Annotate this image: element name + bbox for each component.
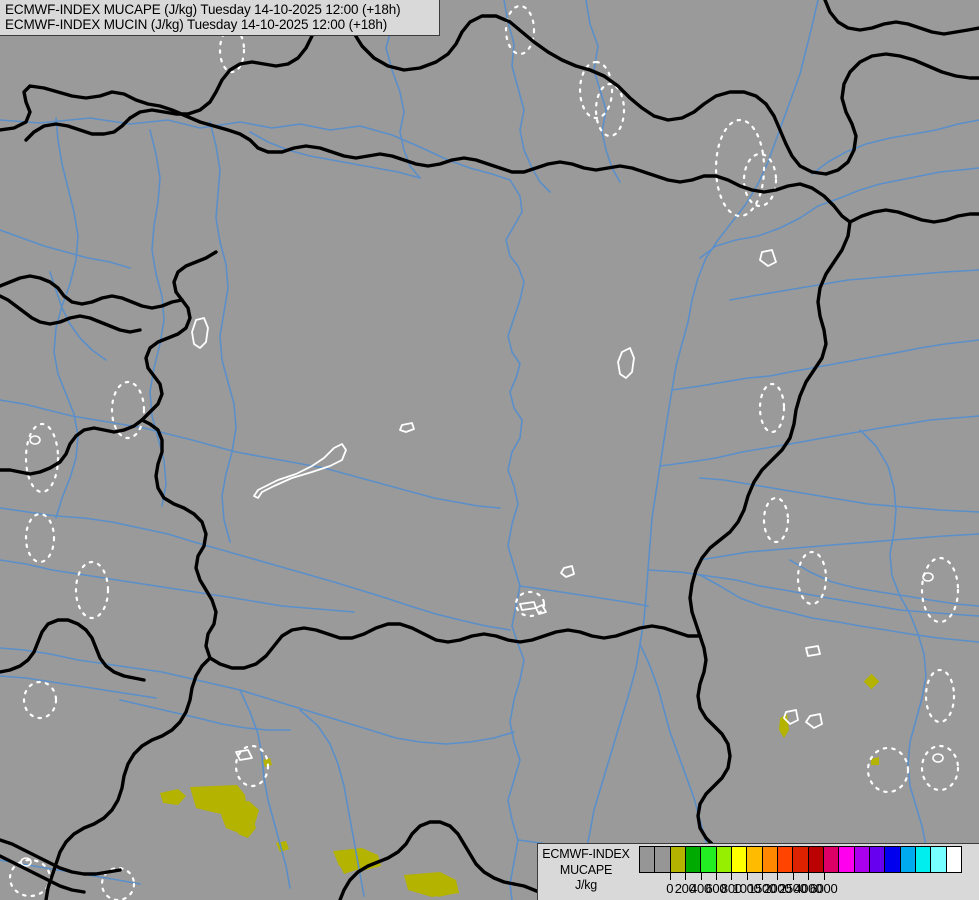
colorbar-tick-label-600: 600 bbox=[705, 881, 727, 896]
colorbar-swatch-9[interactable] bbox=[777, 847, 794, 872]
colorbar-area: 0 200 400 600 800 1000 1500 2000 2500 4000 6000 bbox=[634, 844, 979, 897]
colorbar-tick-label-2500: 2500 bbox=[778, 881, 807, 896]
colorbar-tick-1000 bbox=[746, 873, 748, 880]
colorbar-tick-labels: 0 200 400 600 800 1000 1500 2000 2500 4000 6000 bbox=[639, 881, 979, 897]
colorbar-swatch-4[interactable] bbox=[701, 847, 717, 872]
colorbar-tick-600 bbox=[715, 873, 717, 880]
colorbar-ticks bbox=[639, 873, 962, 881]
colorbar-swatch-16[interactable] bbox=[885, 847, 901, 872]
colorbar-tick-6000 bbox=[823, 873, 825, 880]
colorbar-swatch-7[interactable] bbox=[747, 847, 763, 872]
colorbar-tick-label-200: 200 bbox=[674, 881, 696, 896]
colorbar-swatches[interactable] bbox=[639, 846, 962, 873]
colorbar-swatch-14[interactable] bbox=[854, 847, 870, 872]
colorbar-tick-label-6000: 6000 bbox=[809, 881, 838, 896]
colorbar-swatch-20[interactable] bbox=[946, 847, 961, 872]
colorbar-swatch-11[interactable] bbox=[808, 847, 824, 872]
colorbar-tick-label-1000: 1000 bbox=[732, 881, 761, 896]
map-title-box: ECMWF-INDEX MUCAPE (J/kg) Tuesday 14-10-… bbox=[0, 0, 440, 36]
lakes bbox=[191, 249, 823, 761]
colorbar-tick-label-0: 0 bbox=[666, 881, 674, 896]
colorbar-swatch-6[interactable] bbox=[731, 847, 748, 872]
colorbar-tick-label-2000: 2000 bbox=[763, 881, 792, 896]
colorbar-tick-200 bbox=[685, 873, 687, 880]
colorbar-swatch-13[interactable] bbox=[839, 847, 855, 872]
colorbar-swatch-2[interactable] bbox=[670, 847, 686, 872]
colorbar-legend[interactable]: ECMWF-INDEX MUCAPE J/kg 0 200 400 600 800 100… bbox=[537, 843, 979, 900]
legend-title-line2: MUCAPE bbox=[559, 862, 613, 877]
colorbar-swatch-18[interactable] bbox=[915, 847, 932, 872]
colorbar-swatch-12[interactable] bbox=[823, 847, 840, 872]
colorbar-tick-label-4000: 4000 bbox=[794, 881, 823, 896]
colorbar-tick-2500 bbox=[792, 873, 794, 880]
legend-title-line1: ECMWF-INDEX bbox=[542, 847, 630, 861]
colorbar-swatch-0[interactable] bbox=[640, 847, 656, 872]
colorbar-swatch-8[interactable] bbox=[762, 847, 778, 872]
colorbar-tick-label-1500: 1500 bbox=[748, 881, 776, 896]
colorbar-tick-label-800: 800 bbox=[720, 881, 742, 896]
colorbar-tick-0 bbox=[669, 873, 671, 880]
title-line-mucin: ECMWF-INDEX MUCIN (J/kg) Tuesday 14-10-2… bbox=[5, 17, 388, 32]
colorbar-swatch-19[interactable] bbox=[931, 847, 947, 872]
colorbar-tick-2000 bbox=[777, 873, 779, 880]
colorbar-swatch-15[interactable] bbox=[869, 847, 886, 872]
colorbar-tick-4000 bbox=[808, 873, 810, 880]
legend-caption: ECMWF-INDEX MUCAPE J/kg bbox=[538, 844, 634, 894]
colorbar-swatch-17[interactable] bbox=[900, 847, 916, 872]
title-line-mucape: ECMWF-INDEX MUCAPE (J/kg) Tuesday 14-10-… bbox=[5, 2, 401, 17]
colorbar-swatch-10[interactable] bbox=[793, 847, 809, 872]
colorbar-tick-label-400: 400 bbox=[690, 881, 711, 896]
colorbar-swatch-5[interactable] bbox=[716, 847, 732, 872]
colorbar-swatch-3[interactable] bbox=[685, 847, 702, 872]
mucin-contour-labels bbox=[20, 435, 944, 867]
colorbar-tick-1500 bbox=[762, 873, 764, 880]
colorbar-swatch-1[interactable] bbox=[655, 847, 671, 872]
colorbar-tick-800 bbox=[731, 873, 733, 880]
colorbar-tick-400 bbox=[700, 873, 702, 880]
legend-unit: J/kg bbox=[574, 878, 598, 892]
